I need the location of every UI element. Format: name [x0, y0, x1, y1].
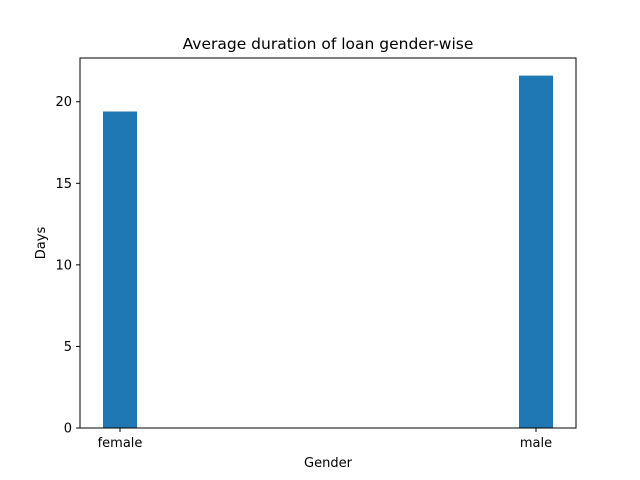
- chart-title: Average duration of loan gender-wise: [183, 35, 474, 53]
- bars-group: [103, 75, 553, 428]
- y-tick-label: 5: [64, 340, 72, 355]
- y-axis-title: Days: [34, 227, 49, 260]
- x-tick-label: female: [98, 436, 143, 451]
- y-tick-label: 15: [55, 177, 72, 192]
- plot-frame: [79, 57, 577, 429]
- y-tick-label: 0: [64, 422, 72, 437]
- x-ticks-group: female male: [98, 428, 552, 451]
- y-tick-label: 10: [55, 258, 72, 273]
- bar-male: [519, 75, 553, 428]
- y-tick-label: 20: [55, 95, 72, 110]
- x-axis-title: Gender: [304, 456, 353, 471]
- bar-female: [103, 111, 137, 428]
- x-tick-label: male: [520, 436, 552, 451]
- y-ticks-group: 0 5 10 15 20: [55, 95, 80, 437]
